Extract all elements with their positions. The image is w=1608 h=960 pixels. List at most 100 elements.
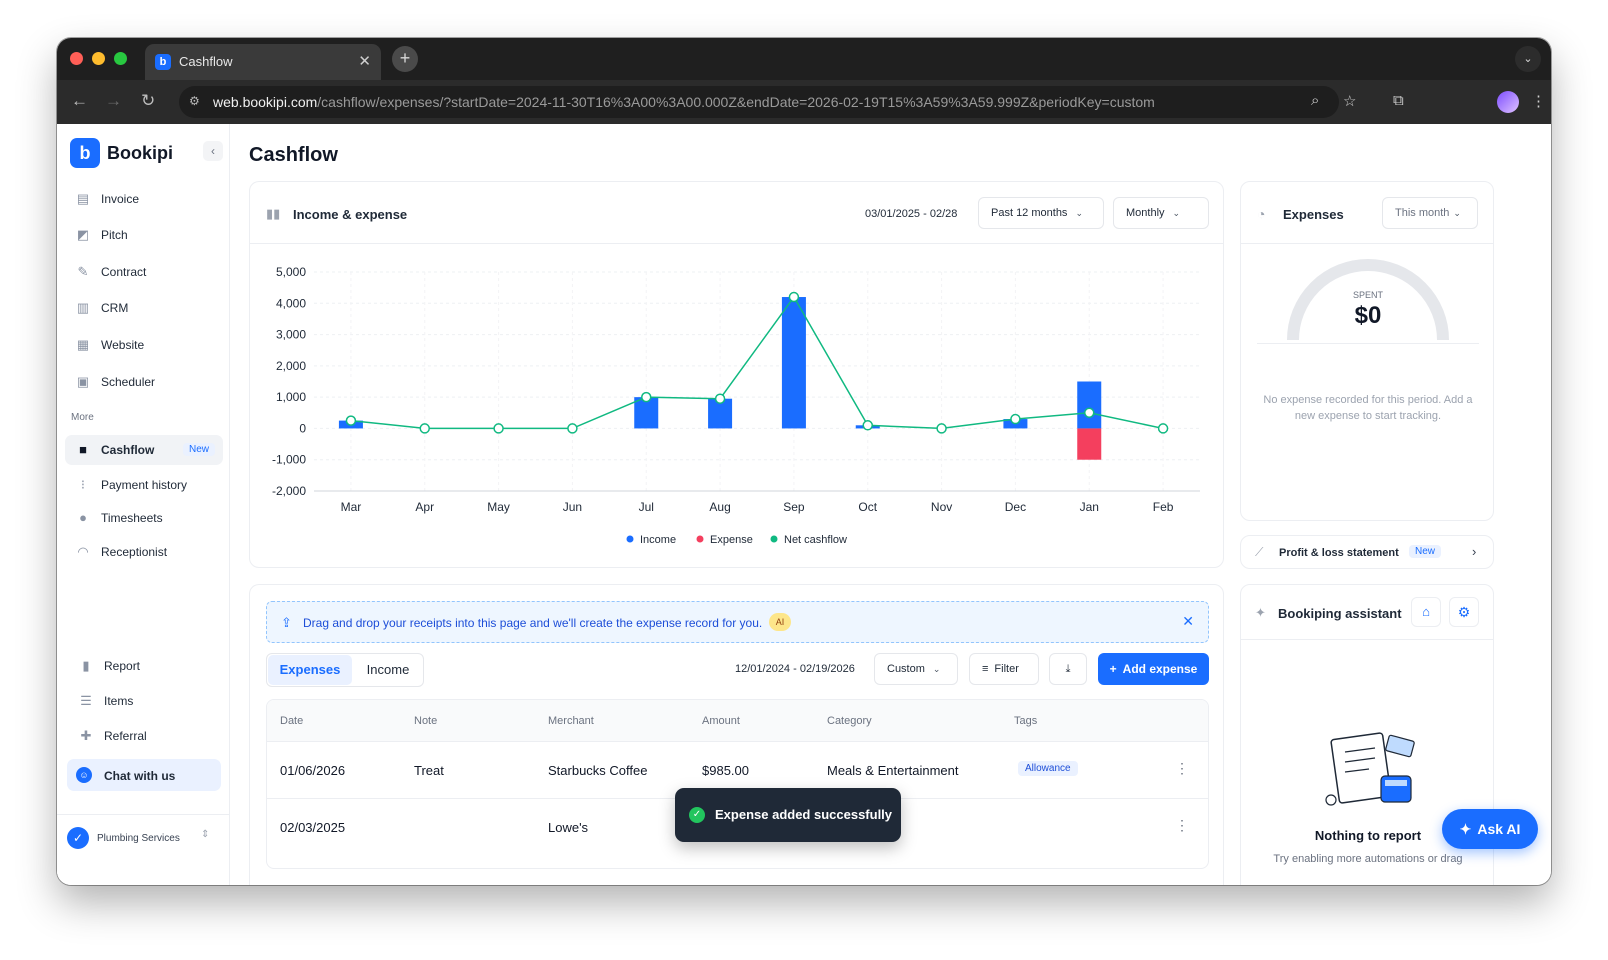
sidebar-item-label: Pitch (101, 228, 128, 242)
chevron-down-icon: ⌄ (932, 664, 941, 674)
tab-expenses[interactable]: Expenses (268, 655, 352, 685)
x-tick-label: Dec (1005, 500, 1026, 514)
card-divider (1241, 639, 1493, 640)
browser-tabbar: b Cashflow ✕ + ⌄ (57, 38, 1551, 80)
x-tick-label: Sep (783, 500, 805, 514)
invoice-icon: ▤ (76, 191, 90, 206)
row-merchant: Lowe's (548, 820, 589, 835)
sidebar-item-timesheets[interactable]: ● Timesheets (65, 503, 223, 533)
net-cashflow-line (350, 295, 1164, 430)
add-expense-button[interactable]: + Add expense (1098, 653, 1209, 685)
expenses-title: Expenses (1283, 207, 1344, 222)
row-menu-icon[interactable]: ⋮ (1175, 817, 1189, 833)
y-tick-label: -2,000 (272, 484, 306, 498)
browser-menu-icon[interactable]: ⋮ (1531, 93, 1546, 110)
profit-loss-link[interactable]: ⟋ Profit & loss statement New › (1240, 535, 1494, 569)
bank-icon[interactable]: ⌂ (1411, 597, 1441, 627)
sidebar-item-label: Cashflow (101, 443, 155, 457)
sidebar-item-label: Payment history (101, 478, 188, 492)
workspace-switcher[interactable]: ✓ Plumbing Services ⇕ (57, 814, 229, 854)
collapse-sidebar-button[interactable]: ‹ (203, 141, 223, 161)
site-settings-icon[interactable]: ⚙ (189, 94, 200, 108)
chevron-down-icon: ⌄ (1453, 208, 1461, 218)
cashflow-icon: ■ (79, 442, 87, 457)
x-tick-label: Mar (341, 500, 362, 514)
sidebar-item-label: CRM (101, 301, 129, 315)
settings-gear-icon[interactable]: ⚙ (1449, 597, 1479, 627)
list-period-select[interactable]: Custom ⌄ (874, 653, 958, 685)
income-expense-card: ▮▮ Income & expense 03/01/2025 - 02/28 P… (249, 181, 1224, 568)
column-header-date[interactable]: Date (280, 715, 304, 727)
url-host: web.bookipi.com (213, 94, 318, 110)
filter-button[interactable]: ≡ Filter (969, 653, 1039, 685)
reload-icon[interactable]: ↻ (141, 91, 156, 110)
table-row[interactable]: 02/03/2025 Lowe's ⋮ (267, 799, 1208, 856)
items-icon: ☰ (80, 693, 92, 708)
net-cashflow-point (345, 415, 357, 426)
column-header-category[interactable]: Category (827, 715, 872, 727)
row-date: 01/06/2026 (280, 763, 346, 778)
card-divider (1257, 343, 1479, 344)
assistant-empty-text: Try enabling more automations or drag (1273, 853, 1463, 865)
workspace-name: Plumbing Services (97, 833, 180, 844)
extensions-icon[interactable]: ⧉ (1393, 92, 1404, 109)
maximize-window-button[interactable] (114, 52, 127, 65)
granularity-select[interactable]: Monthly ⌄ (1113, 197, 1209, 229)
period-select[interactable]: Past 12 months ⌄ (978, 197, 1104, 229)
check-circle-icon: ✓ (689, 807, 705, 823)
tab-income[interactable]: Income (366, 662, 410, 677)
download-button[interactable]: ⤓ (1049, 653, 1087, 685)
row-tag: Allowance (1018, 761, 1078, 776)
forward-arrow-icon[interactable]: → (105, 91, 122, 110)
sidebar-item-invoice[interactable]: ▤ Invoice (65, 184, 223, 214)
sidebar-item-referral[interactable]: ✚ Referral (68, 721, 226, 751)
sidebar-section-more: More (71, 412, 94, 423)
chart-date-range: 03/01/2025 - 02/28 (865, 208, 958, 220)
back-arrow-icon[interactable]: ← (71, 91, 88, 110)
column-header-tags[interactable]: Tags (1014, 715, 1038, 727)
income-expense-chart: 5,000 4,000 3,000 2,000 1,000 0 -1,000 -2,000 Ma… (272, 265, 1200, 546)
sidebar-item-items[interactable]: ☰ Items (68, 686, 226, 716)
legend-marker (770, 535, 778, 543)
contract-icon: ✎ (77, 264, 89, 279)
minimize-window-button[interactable] (92, 52, 105, 65)
expenses-empty-text: No expense recorded for this period. Add… (1263, 394, 1473, 422)
sidebar-item-receptionist[interactable]: ◠ Receptionist (65, 537, 223, 567)
sidebar-item-website[interactable]: ▦ Website (65, 330, 223, 360)
website-icon: ▦ (76, 337, 90, 352)
close-banner-icon[interactable]: ✕ (1182, 613, 1194, 629)
expenses-table: Date Note Merchant Amount Category Tags … (266, 699, 1209, 869)
sidebar-item-label: Timesheets (101, 511, 163, 525)
tab-title: Cashflow (179, 54, 233, 69)
sidebar-item-pitch[interactable]: ◩ Pitch (65, 220, 223, 250)
bookipi-logo-icon[interactable]: b (70, 138, 100, 168)
net-cashflow-point (641, 391, 652, 403)
address-bar[interactable]: ⚙ web.bookipi.com/cashflow/expenses/?sta… (179, 86, 1339, 118)
sidebar-item-payment-history[interactable]: ⁝ Payment history (65, 470, 223, 500)
success-toast: ✓ Expense added successfully (675, 788, 901, 842)
column-header-note[interactable]: Note (414, 715, 438, 727)
sidebar-item-report[interactable]: ▮ Report (68, 651, 226, 681)
profile-avatar[interactable] (1497, 91, 1519, 113)
sidebar-item-contract[interactable]: ✎ Contract (65, 257, 223, 287)
close-window-button[interactable] (70, 52, 83, 65)
bookmark-star-icon[interactable]: ☆ (1343, 93, 1357, 110)
tab-search-chevron-icon[interactable]: ⌄ (1515, 46, 1541, 72)
column-header-merchant[interactable]: Merchant (548, 715, 594, 727)
sidebar-item-scheduler[interactable]: ▣ Scheduler (65, 367, 223, 397)
sidebar-item-crm[interactable]: ▥ CRM (65, 293, 223, 323)
browser-tab[interactable]: b Cashflow ✕ (145, 44, 381, 80)
new-tab-button[interactable]: + (392, 46, 418, 72)
chat-with-us-button[interactable]: ☺ Chat with us (67, 759, 221, 791)
row-menu-icon[interactable]: ⋮ (1175, 760, 1189, 776)
sidebar-item-label: Website (101, 338, 145, 352)
column-header-amount[interactable]: Amount (702, 715, 740, 727)
sparkle-icon: ✦ (1459, 821, 1472, 837)
ask-ai-button[interactable]: ✦ Ask AI (1442, 809, 1538, 849)
x-tick-label: Jan (1080, 500, 1099, 514)
expenses-period-select[interactable]: This month ⌄ (1382, 197, 1478, 229)
sidebar-item-cashflow[interactable]: ■ Cashflow New (65, 435, 223, 465)
close-tab-icon[interactable]: ✕ (358, 53, 371, 70)
zoom-icon[interactable]: ⌕ (1311, 92, 1320, 109)
y-tick-label: 0 (299, 421, 306, 435)
